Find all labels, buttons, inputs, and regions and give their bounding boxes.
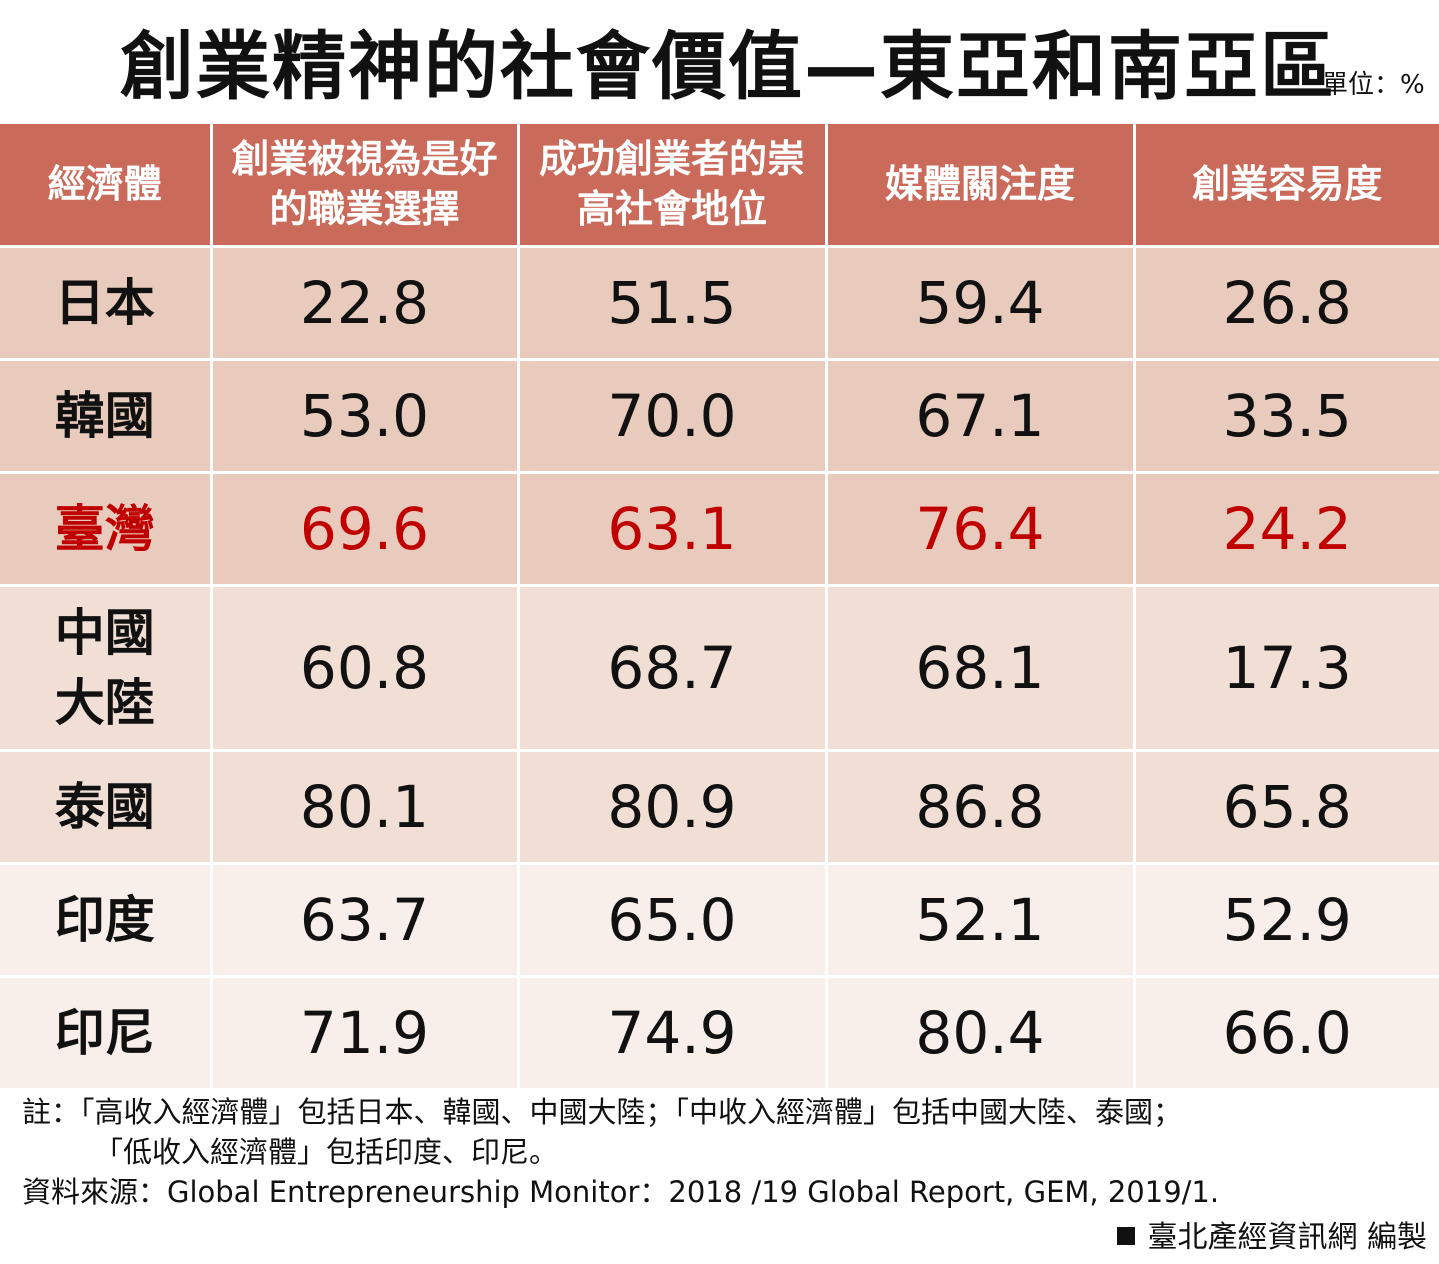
table-cell: 70.0 [518, 359, 828, 474]
table-cell: 80.9 [518, 750, 828, 865]
table-row: 印度 63.7 65.0 52.1 52.9 [0, 863, 1439, 978]
source-line: 資料來源：Global Entrepreneurship Monitor：201… [22, 1175, 1220, 1209]
table-cell: 60.8 [211, 585, 520, 752]
table-row: 臺灣 69.6 63.1 76.4 24.2 [0, 472, 1439, 587]
table-cell: 74.9 [518, 976, 828, 1091]
table-row: 泰國 80.1 80.9 86.8 65.8 [0, 750, 1439, 865]
row-label: 泰國 [0, 750, 213, 865]
row-label: 印尼 [0, 976, 213, 1091]
row-label: 中國大陸 [0, 585, 213, 752]
col-header-media-attention: 媒體關注度 [826, 124, 1136, 248]
table-body: 日本 22.8 51.5 59.4 26.8 韓國 53.0 70.0 67.1 33.5 臺灣 69… [0, 246, 1439, 1091]
table-cell: 26.8 [1134, 246, 1439, 361]
row-label: 臺灣 [0, 472, 213, 587]
row-label: 日本 [0, 246, 213, 361]
table-cell: 24.2 [1134, 472, 1439, 587]
table-cell: 63.1 [518, 472, 828, 587]
chart-title: 創業精神的社會價值—東亞和南亞區 [120, 24, 1336, 110]
credit-text: 臺北產經資訊網 編製 [1147, 1220, 1427, 1255]
table-cell: 59.4 [826, 246, 1136, 361]
row-label: 韓國 [0, 359, 213, 474]
header-row: 經濟體 創業被視為是好的職業選擇 成功創業者的崇高社會地位 媒體關注度 創業容易… [0, 124, 1439, 248]
table-cell: 71.9 [211, 976, 520, 1091]
table-cell: 68.1 [826, 585, 1136, 752]
note-line-2: 「低收入經濟體」包括印度、印尼。 [94, 1135, 559, 1169]
table-cell: 63.7 [211, 863, 520, 978]
table-row: 韓國 53.0 70.0 67.1 33.5 [0, 359, 1439, 474]
table-cell: 52.1 [826, 863, 1136, 978]
note-line-1: 註：「高收入經濟體」包括日本、韓國、中國大陸；「中收入經濟體」包括中國大陸、泰國… [22, 1095, 1183, 1129]
table-cell: 76.4 [826, 472, 1136, 587]
table-cell: 51.5 [518, 246, 828, 361]
col-header-good-career: 創業被視為是好的職業選擇 [211, 124, 520, 248]
table-cell: 33.5 [1134, 359, 1439, 474]
table-cell: 67.1 [826, 359, 1136, 474]
data-table: 經濟體 創業被視為是好的職業選擇 成功創業者的崇高社會地位 媒體關注度 創業容易… [0, 124, 1439, 1091]
table-cell: 80.4 [826, 976, 1136, 1091]
credit: 臺北產經資訊網 編製 [1117, 1218, 1427, 1258]
table-cell: 69.6 [211, 472, 520, 587]
table-cell: 66.0 [1134, 976, 1439, 1091]
unit-label: 單位：% [1322, 70, 1425, 100]
row-label: 印度 [0, 863, 213, 978]
table-cell: 22.8 [211, 246, 520, 361]
table-cell: 17.3 [1134, 585, 1439, 752]
col-header-economy: 經濟體 [0, 124, 213, 248]
table-cell: 65.0 [518, 863, 828, 978]
table-row: 中國大陸 60.8 68.7 68.1 17.3 [0, 585, 1439, 752]
table-cell: 65.8 [1134, 750, 1439, 865]
col-header-ease-of-starting: 創業容易度 [1134, 124, 1439, 248]
square-bullet-icon [1117, 1226, 1136, 1245]
title-bar: 創業精神的社會價值—東亞和南亞區 單位：% [0, 0, 1439, 120]
col-header-high-status: 成功創業者的崇高社會地位 [518, 124, 828, 248]
table-cell: 86.8 [826, 750, 1136, 865]
table-cell: 68.7 [518, 585, 828, 752]
table-cell: 52.9 [1134, 863, 1439, 978]
table-row: 日本 22.8 51.5 59.4 26.8 [0, 246, 1439, 361]
table-row: 印尼 71.9 74.9 80.4 66.0 [0, 976, 1439, 1091]
table-cell: 80.1 [211, 750, 520, 865]
notes: 註：「高收入經濟體」包括日本、韓國、中國大陸；「中收入經濟體」包括中國大陸、泰國… [22, 1092, 1422, 1212]
table-cell: 53.0 [211, 359, 520, 474]
